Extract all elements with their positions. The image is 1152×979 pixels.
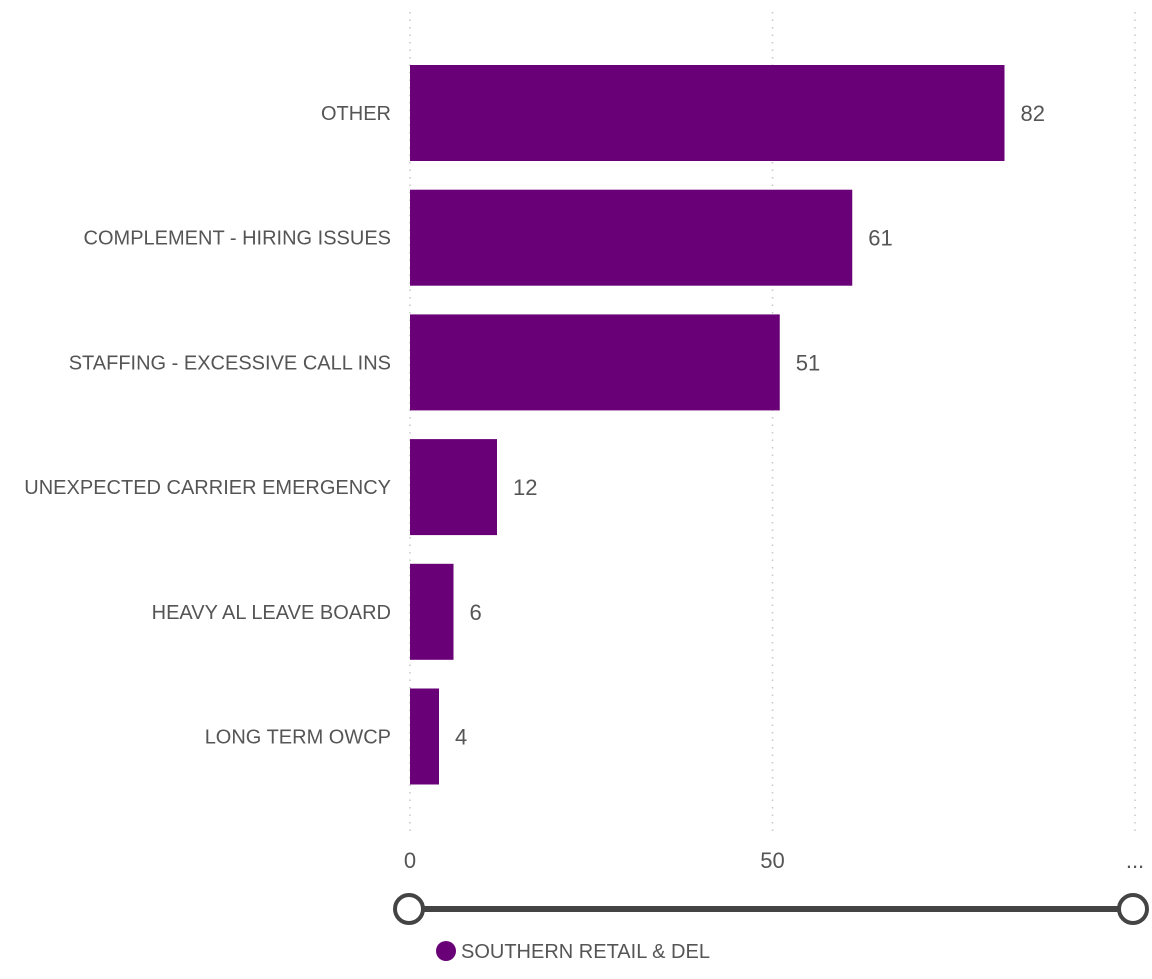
data-label-0: 82 xyxy=(1021,101,1045,126)
bar-2[interactable] xyxy=(410,314,780,411)
x-axis-ticks: 0 50... xyxy=(404,848,1144,873)
category-label-3: UNEXPECTED CARRIER EMERGENCY xyxy=(24,477,391,499)
category-label-1: COMPLEMENT - HIRING ISSUES xyxy=(84,228,391,250)
data-label-3: 12 xyxy=(513,475,537,500)
data-label-2: 51 xyxy=(796,350,820,375)
x-tick-label-0: 0 xyxy=(404,848,416,873)
legend: SOUTHERN RETAIL & DEL xyxy=(436,941,710,963)
x-tick-label-1: 50 xyxy=(760,848,784,873)
bar-3[interactable] xyxy=(410,439,497,536)
bar-4[interactable] xyxy=(410,563,454,660)
bar-1[interactable] xyxy=(410,189,853,286)
x-tick-label-2: ... xyxy=(1126,848,1144,873)
category-labels: OTHER COMPLEMENT - HIRING ISSUES STAFFING … xyxy=(24,103,391,749)
data-labels: 82 61 51 12 6 4 xyxy=(455,101,1045,750)
bar-0[interactable] xyxy=(410,65,1005,161)
bars xyxy=(410,65,1005,785)
range-slider[interactable] xyxy=(393,893,1149,925)
category-label-4: HEAVY AL LEAVE BOARD xyxy=(152,602,391,624)
slider-end-handle[interactable] xyxy=(1117,893,1149,925)
data-label-5: 4 xyxy=(455,725,467,750)
category-label-5: LONG TERM OWCP xyxy=(205,727,391,749)
bar-5[interactable] xyxy=(410,688,439,785)
category-label-2: STAFFING - EXCESSIVE CALL INS xyxy=(69,352,391,374)
data-label-4: 6 xyxy=(470,600,482,625)
slider-start-handle[interactable] xyxy=(393,893,425,925)
legend-marker-icon xyxy=(436,941,456,961)
category-label-0: OTHER xyxy=(321,103,391,125)
legend-series-name: SOUTHERN RETAIL & DEL xyxy=(461,941,710,963)
data-label-1: 61 xyxy=(868,226,892,251)
